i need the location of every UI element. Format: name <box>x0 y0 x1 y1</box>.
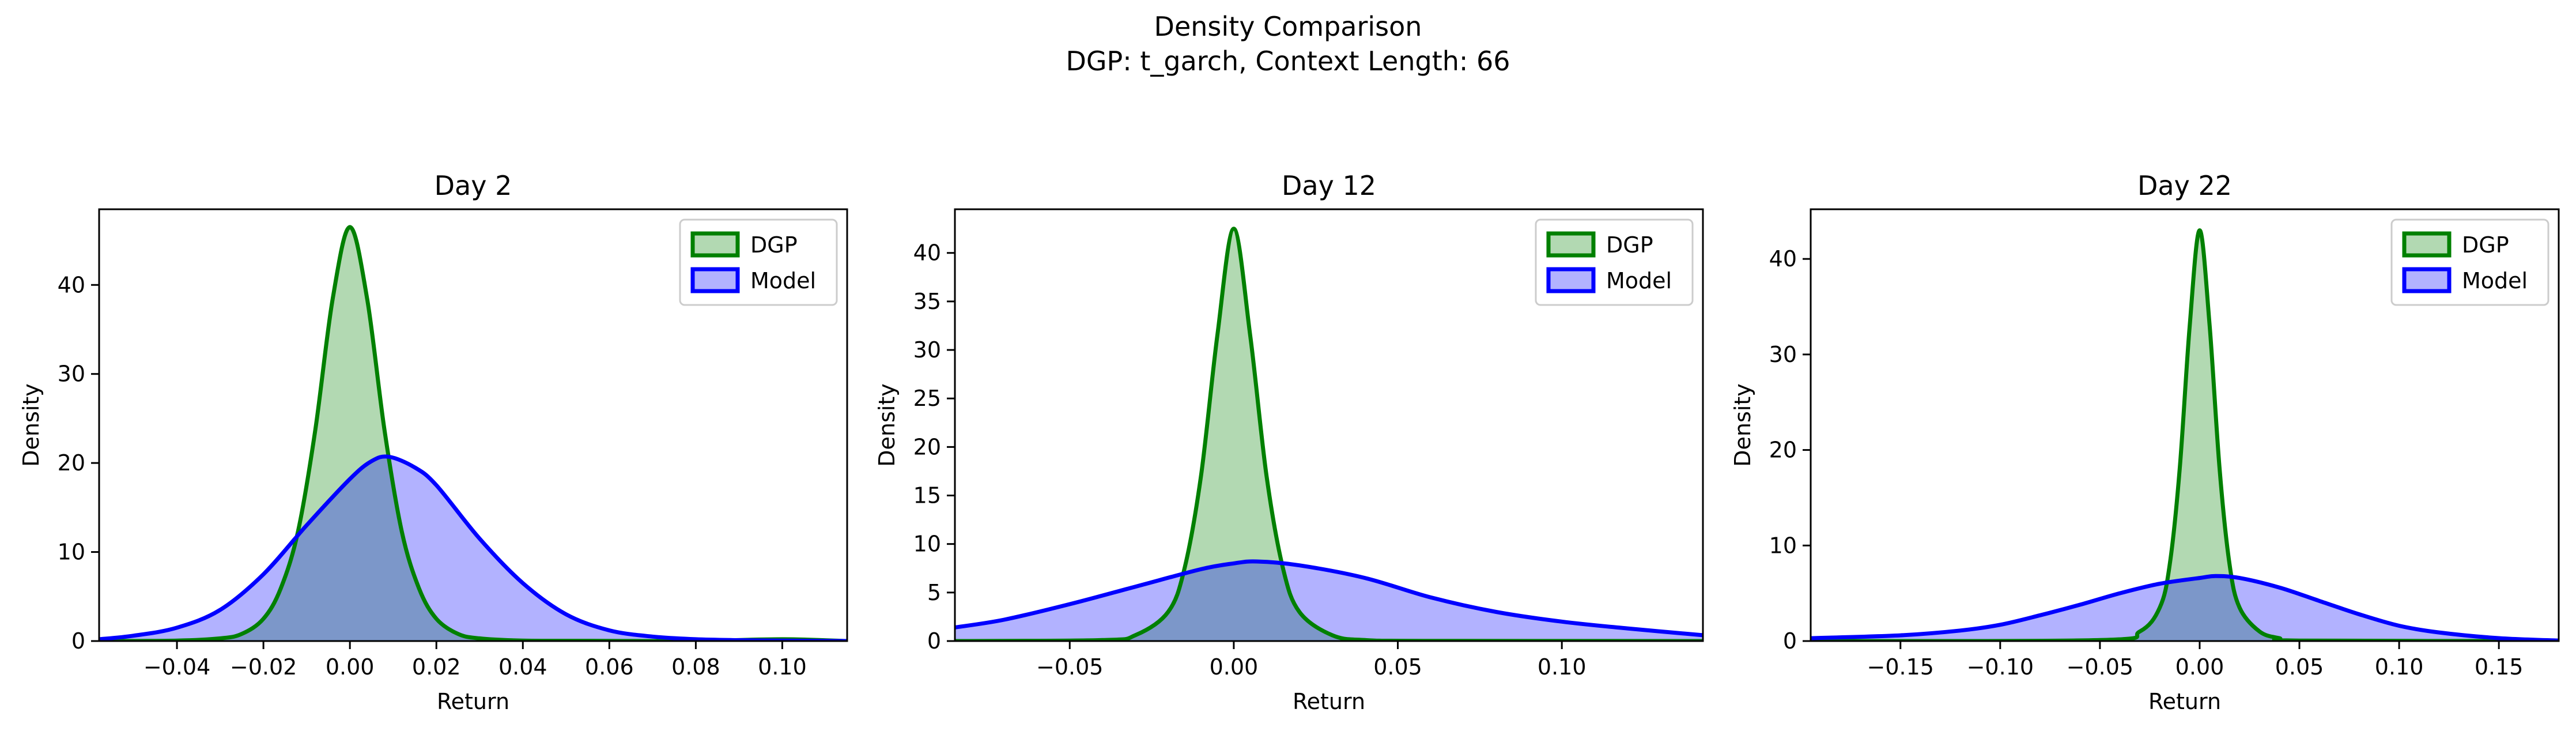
y-tick-label: 40 <box>1769 246 1797 272</box>
x-tick-label: −0.15 <box>1867 654 1934 680</box>
axes-frame <box>98 208 848 642</box>
y-tick-label: 20 <box>58 450 85 476</box>
x-tick-label: −0.04 <box>143 654 210 680</box>
x-tick-label: −0.02 <box>230 654 297 680</box>
legend-label-dgp: DGP <box>2462 232 2509 258</box>
y-tick-label: 10 <box>1769 533 1797 558</box>
x-tick-label: 0.00 <box>2175 654 2224 680</box>
legend-swatch-dgp <box>1546 231 1596 258</box>
legend-label-model: Model <box>1606 268 1672 293</box>
legend-swatch-dgp <box>2402 231 2452 258</box>
y-tick-label: 30 <box>58 361 85 387</box>
plot-area <box>1811 228 2559 641</box>
x-axis-label: Return <box>1293 689 1365 714</box>
legend-label-model: Model <box>750 268 816 293</box>
density-line-dgp <box>1811 228 2559 641</box>
x-tick-label: 0.00 <box>1210 654 1259 680</box>
x-tick-label: 0.10 <box>1538 654 1587 680</box>
x-axis-label: Return <box>2148 689 2221 714</box>
y-tick-label: 0 <box>71 628 85 654</box>
x-tick-label: −0.05 <box>1036 654 1103 680</box>
subplot-title: Day 22 <box>2137 170 2232 201</box>
y-tick-label: 0 <box>1783 628 1797 654</box>
axes-frame <box>1810 208 2560 642</box>
y-tick-label: 10 <box>913 532 941 557</box>
legend-label-model: Model <box>2462 268 2528 293</box>
y-tick-label: 20 <box>913 434 941 459</box>
figure-subtitle: DGP: t_garch, Context Length: 66 <box>1066 46 1510 77</box>
density-fill-model <box>1811 576 2559 641</box>
density-line-model <box>955 559 1703 638</box>
x-tick-label: 0.00 <box>326 654 375 680</box>
legend: DGP Model <box>1535 218 1694 306</box>
density-line-model <box>99 454 847 641</box>
legend: DGP Model <box>2390 218 2549 306</box>
legend-box <box>2390 218 2549 306</box>
legend-swatch-model <box>690 267 740 293</box>
x-tick-label: 0.05 <box>1373 654 1422 680</box>
subplot-day-2: −0.04 −0.02 0.00 0.02 0.04 0.06 0.08 0.10 0 10 20 3… <box>18 170 848 714</box>
figure-title: Density Comparison <box>1154 11 1422 42</box>
y-tick-label: 10 <box>58 540 85 565</box>
y-tick-label: 0 <box>927 628 941 654</box>
y-tick-label: 20 <box>1769 438 1797 463</box>
y-tick-label: 25 <box>913 386 941 411</box>
x-tick-label: 0.10 <box>2375 654 2424 680</box>
subplot-day-22: −0.15 −0.10 −0.05 0.00 0.05 0.10 0.15 0 10 20 30 40… <box>1730 170 2560 714</box>
x-tick-label: −0.10 <box>1967 654 2034 680</box>
legend-label-dgp: DGP <box>1606 232 1653 258</box>
legend-swatch-model <box>2402 267 2452 293</box>
legend-box <box>679 218 838 306</box>
y-tick-label: 40 <box>58 272 85 297</box>
legend-swatch-model <box>1546 267 1596 293</box>
subplot-title: Day 2 <box>435 170 512 201</box>
legend: DGP Model <box>679 218 838 306</box>
density-line-model <box>1811 574 2559 641</box>
y-tick-label: 35 <box>913 289 941 314</box>
y-axis-label: Density <box>874 383 900 466</box>
density-fill-model <box>955 561 1703 641</box>
y-tick-label: 30 <box>1769 342 1797 367</box>
x-tick-label: 0.08 <box>671 654 720 680</box>
legend-swatch-dgp <box>690 231 740 258</box>
legend-box <box>1535 218 1694 306</box>
y-tick-label: 15 <box>913 483 941 508</box>
x-tick-label: 0.06 <box>585 654 634 680</box>
y-tick-label: 5 <box>927 580 941 605</box>
plot-area <box>955 227 1703 641</box>
x-tick-label: 0.05 <box>2275 654 2324 680</box>
y-tick-label: 40 <box>913 240 941 266</box>
x-tick-label: 0.15 <box>2475 654 2524 680</box>
y-axis-label: Density <box>18 383 44 466</box>
x-tick-label: 0.10 <box>758 654 807 680</box>
subplot-day-12: −0.05 0.00 0.05 0.10 0 5 10 15 20 25 30 35 40 Day 12 R… <box>874 170 1704 714</box>
axes-frame <box>954 208 1704 642</box>
density-fill-dgp <box>1811 230 2559 641</box>
x-tick-label: −0.05 <box>2067 654 2133 680</box>
density-line-dgp <box>955 227 1703 641</box>
x-tick-label: 0.02 <box>412 654 461 680</box>
y-tick-label: 30 <box>913 337 941 363</box>
x-axis-label: Return <box>437 689 509 714</box>
x-tick-label: 0.04 <box>498 654 547 680</box>
y-axis-label: Density <box>1730 383 1755 466</box>
subplot-title: Day 12 <box>1282 170 1376 201</box>
density-fill-model <box>99 456 847 641</box>
legend-label-dgp: DGP <box>750 232 798 258</box>
